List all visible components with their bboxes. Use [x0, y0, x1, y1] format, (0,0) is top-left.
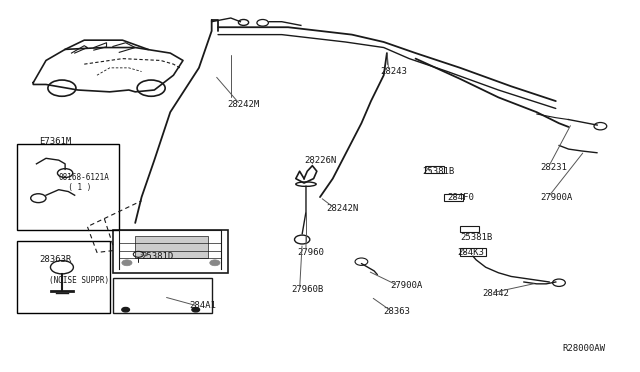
Bar: [444, 194, 463, 201]
Text: 28243: 28243: [381, 67, 408, 76]
Circle shape: [122, 308, 129, 312]
Text: 284K3: 284K3: [457, 248, 484, 257]
Text: 27960B: 27960B: [291, 285, 324, 294]
Text: 08168-6121A
  ( 1 ): 08168-6121A ( 1 ): [59, 173, 109, 192]
Text: 27900A: 27900A: [540, 193, 572, 202]
Text: E7361M: E7361M: [40, 137, 72, 146]
Text: 25381B: 25381B: [422, 167, 454, 176]
Text: 28226N: 28226N: [304, 155, 336, 165]
Circle shape: [122, 260, 132, 266]
Bar: [113, 278, 212, 313]
Bar: [425, 166, 444, 173]
Text: 25381D: 25381D: [141, 251, 174, 261]
Text: 28363: 28363: [384, 307, 411, 316]
Text: (NOISE SUPPR): (NOISE SUPPR): [49, 276, 109, 285]
Text: R28000AW: R28000AW: [562, 344, 605, 353]
Bar: [17, 241, 109, 313]
Text: 28363R: 28363R: [40, 255, 72, 264]
Bar: [135, 236, 209, 258]
Text: 27960: 27960: [298, 248, 324, 257]
Circle shape: [192, 308, 200, 312]
Text: 27900A: 27900A: [390, 281, 422, 290]
Text: 28231: 28231: [540, 163, 566, 172]
Bar: [460, 248, 486, 256]
Bar: [113, 230, 228, 273]
Text: 28242M: 28242M: [228, 100, 260, 109]
Text: 28242N: 28242N: [326, 203, 358, 213]
Circle shape: [210, 260, 220, 266]
Text: 284F0: 284F0: [447, 193, 474, 202]
Bar: [460, 225, 479, 232]
Text: 28442: 28442: [483, 289, 509, 298]
Text: 25381B: 25381B: [460, 233, 492, 242]
Bar: [17, 144, 119, 230]
Text: 284A1: 284A1: [189, 301, 216, 311]
